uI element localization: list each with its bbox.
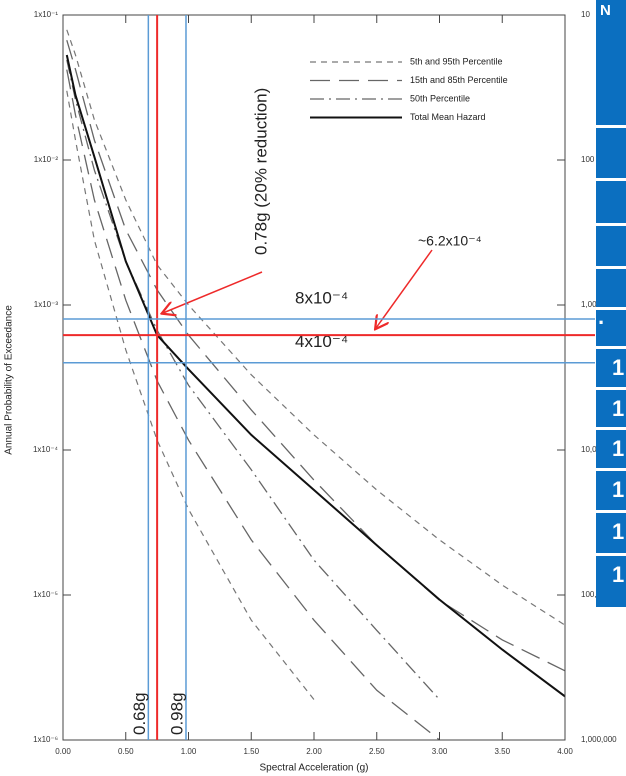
y2-tick-label: 100,000 [581, 590, 610, 599]
table-cell: 1 [596, 510, 626, 553]
reference-label: 4x10⁻⁴ [295, 332, 348, 351]
arrow [163, 271, 263, 313]
y2-tick-label: 1,000,000 [581, 735, 617, 744]
legend-label: 50th Percentile [410, 93, 470, 103]
table-cell: . [596, 307, 626, 346]
y-tick-label: 1x10⁻⁶ [33, 735, 58, 744]
x-tick-label: 0.00 [55, 747, 71, 756]
x-tick-label: 3.50 [494, 747, 510, 756]
table-cell [596, 223, 626, 266]
cell-text: 1 [612, 519, 625, 544]
series-line [66, 40, 565, 672]
x-tick-label: 4.00 [557, 747, 573, 756]
table-cell: 1 [596, 427, 626, 468]
table-cell [596, 266, 626, 307]
x-axis-title: Spectral Acceleration (g) [260, 763, 369, 774]
series-line [66, 29, 565, 626]
cell-text: 1 [612, 396, 625, 421]
x-tick-label: 3.00 [432, 747, 448, 756]
arrow [376, 249, 433, 328]
table-cell: 1 [596, 387, 626, 427]
annotation: ~6.2x10⁻⁴ [418, 233, 482, 249]
side-table: N . 1 1 1 1 1 1 [596, 0, 626, 607]
y-tick-label: 1x10⁻⁵ [33, 590, 58, 599]
reference-label: 0.68g [130, 692, 149, 735]
cell-text: 1 [612, 355, 625, 380]
y2-tick-label: 100 [581, 155, 595, 164]
table-cell: 1 [596, 468, 626, 510]
plot-area [65, 29, 565, 740]
table-header: N [600, 2, 611, 19]
cell-text: 1 [612, 436, 625, 461]
x-tick-label: 2.00 [306, 747, 322, 756]
annotation: 0.78g (20% reduction) [251, 88, 270, 255]
reference-label: 0.98g [167, 692, 186, 735]
cell-text: 1 [612, 477, 625, 502]
y-tick-label: 1x10⁻² [34, 155, 59, 164]
legend-label: 5th and 95th Percentile [410, 56, 503, 66]
series-line [66, 59, 440, 701]
plot-frame [62, 14, 566, 741]
y-tick-label: 1x10⁻⁴ [33, 445, 59, 454]
y-tick-label: 1x10⁻³ [34, 300, 59, 309]
x-tick-label: 2.50 [369, 747, 385, 756]
cell-text: . [598, 307, 605, 329]
x-tick-label: 1.50 [243, 747, 259, 756]
legend-label: Total Mean Hazard [410, 112, 486, 122]
y2-tick-label: 10 [581, 10, 590, 19]
y2-tick-label: 10,000 [581, 445, 606, 454]
table-cell [596, 178, 626, 223]
cell-text: 1 [612, 562, 625, 587]
series-line [65, 54, 565, 698]
table-cell [596, 125, 626, 178]
table-cell: 1 [596, 553, 626, 607]
y-tick-label: 1x10⁻¹ [34, 10, 59, 19]
legend-label: 15th and 85th Percentile [410, 75, 508, 85]
series-line [66, 90, 315, 700]
x-tick-label: 1.00 [181, 747, 197, 756]
y2-tick-label: 1,000 [581, 300, 602, 309]
y-axis-title: Annual Probability of Exceedance [4, 305, 15, 455]
table-cell: 1 [596, 346, 626, 387]
x-tick-label: 0.50 [118, 747, 134, 756]
series-line [66, 69, 440, 740]
reference-label: 8x10⁻⁴ [295, 289, 348, 308]
